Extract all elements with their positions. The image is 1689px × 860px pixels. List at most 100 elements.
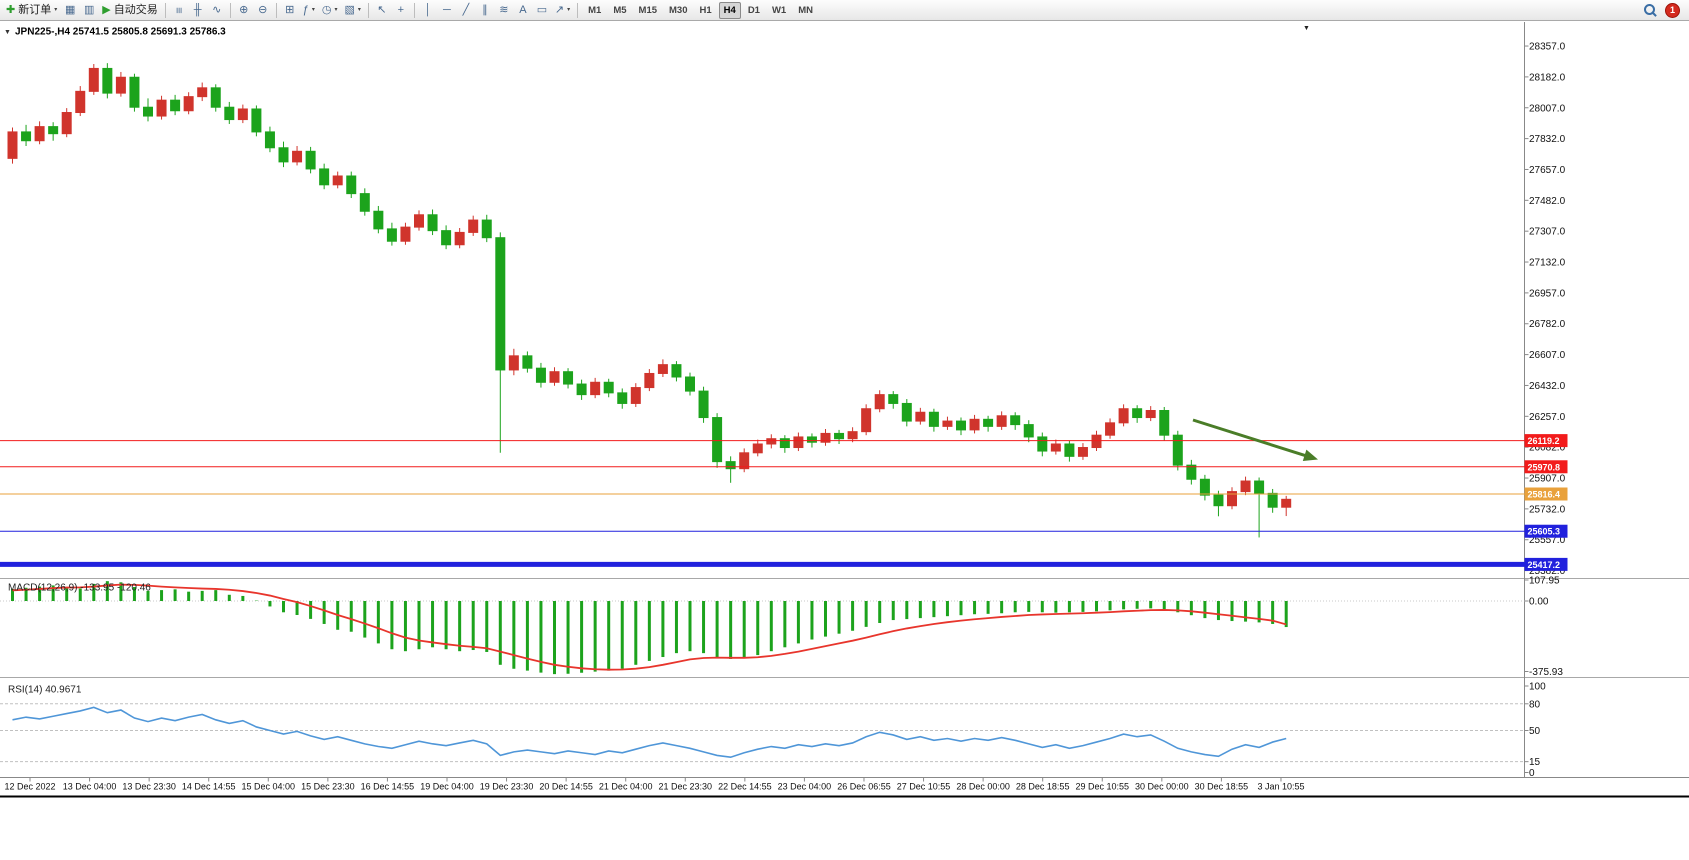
crosshair-icon: + [397,3,405,16]
time-axis-label: 27 Dec 10:55 [897,782,951,792]
candle [1227,491,1237,507]
timeframe-M1-button[interactable]: M1 [583,2,606,19]
candle [644,372,655,389]
toolbar-arrows-button[interactable]: ↗ ▾ [552,1,573,19]
trend-arrow[interactable] [1192,418,1307,458]
toolbar-label-button[interactable]: ▭ [533,1,551,19]
candle [1132,408,1143,419]
toolbar-separator [229,2,231,18]
rsi-axis-label: 100 [1529,682,1546,693]
price-tag[interactable] [1524,434,1568,448]
candle [549,371,560,383]
candle [820,432,831,443]
toolbar-vertical-line-button[interactable]: │ [419,1,437,19]
price-tag[interactable] [1524,524,1568,538]
toolbar-candlestick-mode-button[interactable]: ╫ [189,1,207,19]
candle [590,381,601,396]
toolbar-line-chart-mode-button[interactable]: ∿ [208,1,226,19]
candle [224,106,235,121]
toolbar-new-chart-button[interactable]: ▦ [61,1,79,19]
price-tag[interactable] [1524,557,1568,571]
price-tag-label: 25605.3 [1528,527,1561,537]
toolbar-zoom-out-button[interactable]: ⊖ [254,1,272,19]
candle [1240,480,1251,493]
toolbar-zoom-in-button[interactable]: ⊕ [235,1,253,19]
toolbar-text-button[interactable]: A [514,1,532,19]
notification-badge[interactable]: 1 [1665,2,1680,18]
candle [278,147,289,163]
candle [874,394,885,410]
toolbar-bar-chart-mode-button[interactable]: ≡ [170,1,188,19]
candle [115,76,126,94]
toolbar-fibonacci-button[interactable]: ≋ [495,1,513,19]
toolbar-profiles-button[interactable]: ▥ [80,1,98,19]
search-icon[interactable] [1643,3,1657,17]
candle [888,394,899,404]
time-axis-label: 16 Dec 14:55 [361,782,415,792]
timeframe-MN-button[interactable]: MN [793,2,818,19]
time-axis-label: 12 Dec 2022 [4,782,55,792]
candle [1172,434,1183,466]
scroll-position-marker[interactable]: ▼ [1303,25,1310,32]
timeframe-H4-button[interactable]: H4 [718,1,741,19]
toolbar-tile-windows-button[interactable]: ⊞ [281,1,299,19]
channel-icon: ∥ [482,3,488,16]
candle [576,383,587,396]
toolbar-autotrade-button[interactable]: ▶ 自动交易 [99,1,160,19]
candle [698,390,709,419]
price-axis-label: 28182.0 [1529,72,1566,83]
candle [508,355,519,371]
candle [88,67,99,92]
candle [1254,480,1265,494]
toolbar-button-group: ✚ 新订单 ▾ ▦ ▥ ▶ 自动交易 ≡ ╫ ∿ ⊕ ⊖ ⊞ ƒ ▾ ◷ ▾ ▧ ▾ ↖ + │ ─ ╱ ∥ ≋ A ▭ ↗ ▾ [3,1,581,19]
rsi-axis-label: 50 [1529,726,1541,737]
candle [1091,434,1102,449]
candle [969,418,980,431]
toolbar-channel-button[interactable]: ∥ [476,1,494,19]
timeframe-W1-button[interactable]: W1 [767,2,791,19]
toolbar-separator [275,2,277,18]
toolbar-templates-button[interactable]: ▧ ▾ [341,1,363,19]
candle [725,461,736,470]
timeframe-H1-button[interactable]: H1 [695,2,717,19]
timeframe-button-group: M1 M5 M15 M30 H1 H4 D1 W1 MN [582,1,819,19]
trend-arrow-head [1302,449,1318,461]
timeframe-M15-button[interactable]: M15 [634,2,662,19]
toolbar-new-order-button[interactable]: ✚ 新订单 ▾ [3,1,60,19]
timeframe-D1-button[interactable]: D1 [743,2,765,19]
price-tag[interactable] [1524,460,1568,474]
candle [319,168,330,186]
timeframe-M30-button[interactable]: M30 [664,2,692,19]
toolbar-periods-button[interactable]: ◷ ▾ [319,1,341,19]
toolbar-indicators-button[interactable]: ƒ ▾ [300,1,318,19]
one-click-expander-icon[interactable]: ▼ [4,29,11,36]
price-tag[interactable] [1524,487,1568,501]
bar-chart-icon: ≡ [173,6,186,14]
macd-panel[interactable] [0,579,1524,676]
toolbar-trendline-button[interactable]: ╱ [457,1,475,19]
candle [685,376,695,392]
vertical-line-icon: │ [424,3,432,16]
macd-axis-label: 107.95 [1529,576,1560,587]
toolbar-cursor-button[interactable]: ↖ [373,1,391,19]
candle [21,131,32,142]
candle [1037,436,1048,452]
chart-canvas[interactable]: 28357.0 28182.0 28007.0 27832.0 27657.0 27482… [0,21,1689,860]
time-axis-label: 3 Jan 10:55 [1257,782,1304,792]
candle [1281,498,1292,508]
candle [102,67,113,94]
timeframe-M5-button[interactable]: M5 [608,2,631,19]
cursor-icon: ↖ [377,3,387,16]
price-axis-label: 26782.0 [1529,319,1566,330]
horizontal-line-icon: ─ [442,3,451,16]
candle [197,87,208,98]
toolbar-crosshair-button[interactable]: + [392,1,410,19]
candle [603,381,614,394]
candle [1199,478,1210,496]
toolbar-horizontal-line-button[interactable]: ─ [438,1,456,19]
toolbar-separator [164,2,166,18]
price-axis-label: 26432.0 [1529,381,1566,392]
candle [61,112,72,135]
candle [129,76,140,108]
macd-label: MACD(12,26,9) -133.95 -120.46 [8,583,151,594]
